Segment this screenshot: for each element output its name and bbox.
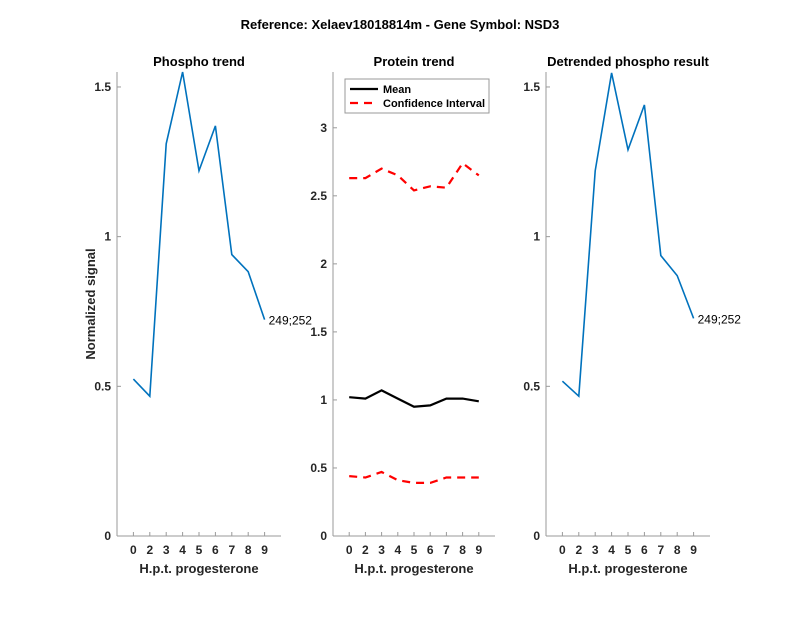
x-tick-label: 2 [362, 543, 369, 557]
series-line-249-252 [132, 71, 266, 399]
legend-box [344, 78, 490, 114]
x-axis-label: H.p.t. progesterone [568, 561, 687, 576]
y-tick-label: 0 [104, 529, 111, 543]
x-tick-label: 4 [179, 543, 186, 557]
legend-label-mean: Mean [383, 84, 411, 96]
axes: 00.511.50 2 3 4 5 6 7 8 9 [94, 72, 281, 557]
x-tick-label: 6 [212, 543, 219, 557]
series-annotation: 249;252 [698, 312, 742, 326]
y-tick-label: 1.5 [523, 80, 540, 94]
plot-title: Detrended phospho result [547, 54, 709, 69]
y-tick-label: 1.5 [94, 80, 111, 94]
series-line-249-252 [561, 72, 695, 398]
x-tick-label: 9 [261, 543, 268, 557]
y-tick-label: 1 [104, 230, 111, 244]
x-tick-label: 9 [475, 543, 482, 557]
y-tick-label: 1 [320, 393, 327, 407]
x-axis-label: H.p.t. progesterone [139, 561, 258, 576]
phospho-trend-plot: 00.511.50 2 3 4 5 6 7 8 9 Phospho trend H.p.t. p… [83, 54, 312, 576]
plot-title: Protein trend [374, 54, 455, 69]
y-tick-label: 2 [320, 257, 327, 271]
x-tick-label: 8 [674, 543, 681, 557]
y-axis-label: Normalized signal [83, 248, 98, 359]
x-tick-label: 3 [592, 543, 599, 557]
y-tick-label: 1 [533, 230, 540, 244]
x-axis-label: H.p.t. progesterone [354, 561, 473, 576]
x-tick-label: 0 [346, 543, 353, 557]
series-line-confidence-interval-lower [349, 470, 479, 484]
x-tick-label: 9 [690, 543, 697, 557]
axes: 00.511.50 2 3 4 5 6 7 8 9 [523, 72, 710, 557]
plot-title: Phospho trend [153, 54, 245, 69]
x-tick-label: 8 [245, 543, 252, 557]
y-tick-label: 0 [320, 529, 327, 543]
x-tick-label: 7 [228, 543, 235, 557]
axes: 00.511.522.530 2 3 4 5 6 7 8 9 [310, 72, 495, 557]
y-tick-label: 0 [533, 529, 540, 543]
y-tick-label: 1.5 [310, 325, 327, 339]
y-tick-label: 0.5 [94, 379, 111, 393]
x-tick-label: 3 [378, 543, 385, 557]
x-tick-label: 6 [641, 543, 648, 557]
x-tick-label: 4 [394, 543, 401, 557]
x-tick-label: 0 [130, 543, 137, 557]
x-tick-label: 0 [559, 543, 566, 557]
x-tick-label: 4 [608, 543, 615, 557]
x-tick-label: 7 [443, 543, 450, 557]
series-annotation: 249;252 [269, 314, 313, 328]
x-tick-label: 3 [163, 543, 170, 557]
legend-label-ci: Confidence Interval [383, 98, 485, 110]
y-tick-label: 3 [320, 121, 327, 135]
figure-title: Reference: Xelaev18018814m - Gene Symbol… [241, 17, 560, 32]
series-line-confidence-interval [349, 161, 480, 192]
x-tick-label: 8 [459, 543, 466, 557]
x-tick-label: 5 [196, 543, 203, 557]
x-tick-label: 6 [427, 543, 434, 557]
x-tick-label: 5 [625, 543, 632, 557]
detrended-phospho-plot: 00.511.50 2 3 4 5 6 7 8 9 Detrended phospho resu… [523, 54, 741, 576]
x-tick-label: 2 [146, 543, 153, 557]
series-line-mean [349, 389, 479, 408]
y-tick-label: 0.5 [310, 461, 327, 475]
y-tick-label: 0.5 [523, 379, 540, 393]
y-tick-label: 2.5 [310, 189, 327, 203]
x-tick-label: 5 [411, 543, 418, 557]
protein-trend-plot: 00.511.522.530 2 3 4 5 6 7 8 9 Protein trend H.p… [310, 54, 495, 576]
legend: Mean Confidence Interval [344, 78, 490, 114]
x-tick-label: 2 [575, 543, 582, 557]
x-tick-label: 7 [657, 543, 664, 557]
